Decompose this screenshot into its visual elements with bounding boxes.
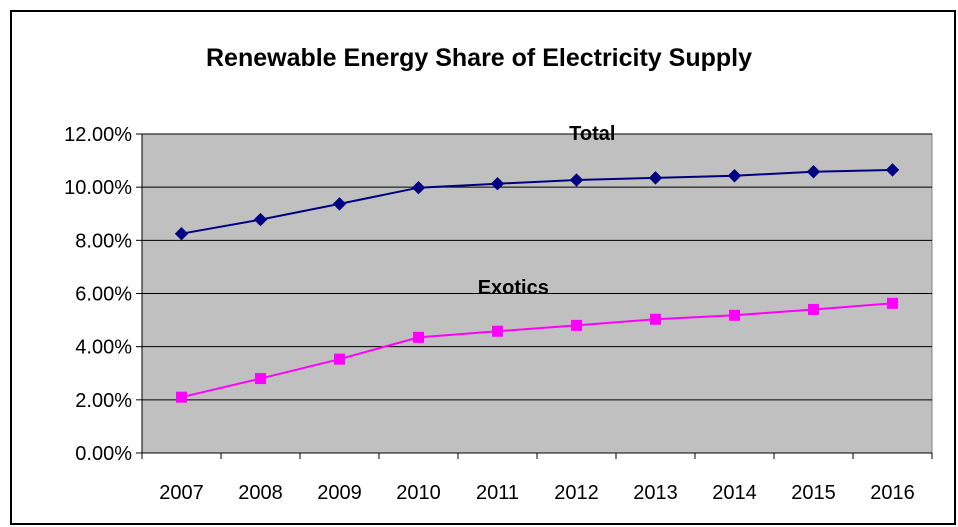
- x-tick-label: 2011: [476, 482, 519, 504]
- x-tick-label: 2015: [791, 482, 836, 504]
- data-point-total: [253, 212, 268, 227]
- y-tick-label: 8.00%: [75, 230, 132, 252]
- data-point-total: [332, 197, 347, 211]
- series-line-exotics: [181, 302, 893, 399]
- y-tick-label: 2.00%: [75, 390, 132, 412]
- y-tick-label: 6.00%: [75, 284, 132, 306]
- x-tick-label: 2008: [238, 482, 283, 504]
- data-point-total: [569, 173, 584, 187]
- x-tick-label: 2010: [396, 482, 441, 504]
- chart-title: Renewable Energy Share of Electricity Su…: [205, 44, 752, 72]
- data-point-exotics: [650, 313, 661, 325]
- data-point-total: [411, 180, 426, 195]
- data-point-exotics: [413, 331, 424, 343]
- data-point-exotics: [808, 303, 819, 315]
- y-tick-label: 4.00%: [75, 337, 132, 359]
- data-point-exotics: [334, 353, 345, 365]
- data-point-total: [806, 165, 821, 179]
- data-point-total: [727, 169, 742, 183]
- series-label-exotics: Exotics: [478, 277, 549, 299]
- data-point-exotics: [887, 297, 898, 309]
- data-point-exotics: [492, 325, 503, 337]
- x-tick-label: 2012: [554, 482, 599, 504]
- data-point-total: [174, 226, 189, 241]
- x-tick-label: 2014: [712, 482, 757, 504]
- x-tick-label: 2016: [870, 482, 915, 504]
- data-point-exotics: [729, 309, 740, 321]
- series-label-total: Total: [569, 123, 615, 145]
- series-line-total: [181, 168, 893, 235]
- x-tick-label: 2009: [317, 482, 362, 504]
- data-point-total: [490, 177, 505, 191]
- x-tick-label: 2007: [159, 482, 204, 504]
- data-point-exotics: [255, 373, 266, 385]
- x-tick-label: 2013: [633, 482, 678, 504]
- data-point-total: [885, 163, 900, 177]
- data-point-total: [648, 171, 663, 185]
- y-tick-label: 0.00%: [75, 443, 132, 465]
- data-point-exotics: [176, 391, 187, 403]
- y-tick-label: 10.00%: [64, 177, 132, 199]
- y-tick-label: 12.00%: [64, 124, 132, 146]
- data-point-exotics: [571, 319, 582, 331]
